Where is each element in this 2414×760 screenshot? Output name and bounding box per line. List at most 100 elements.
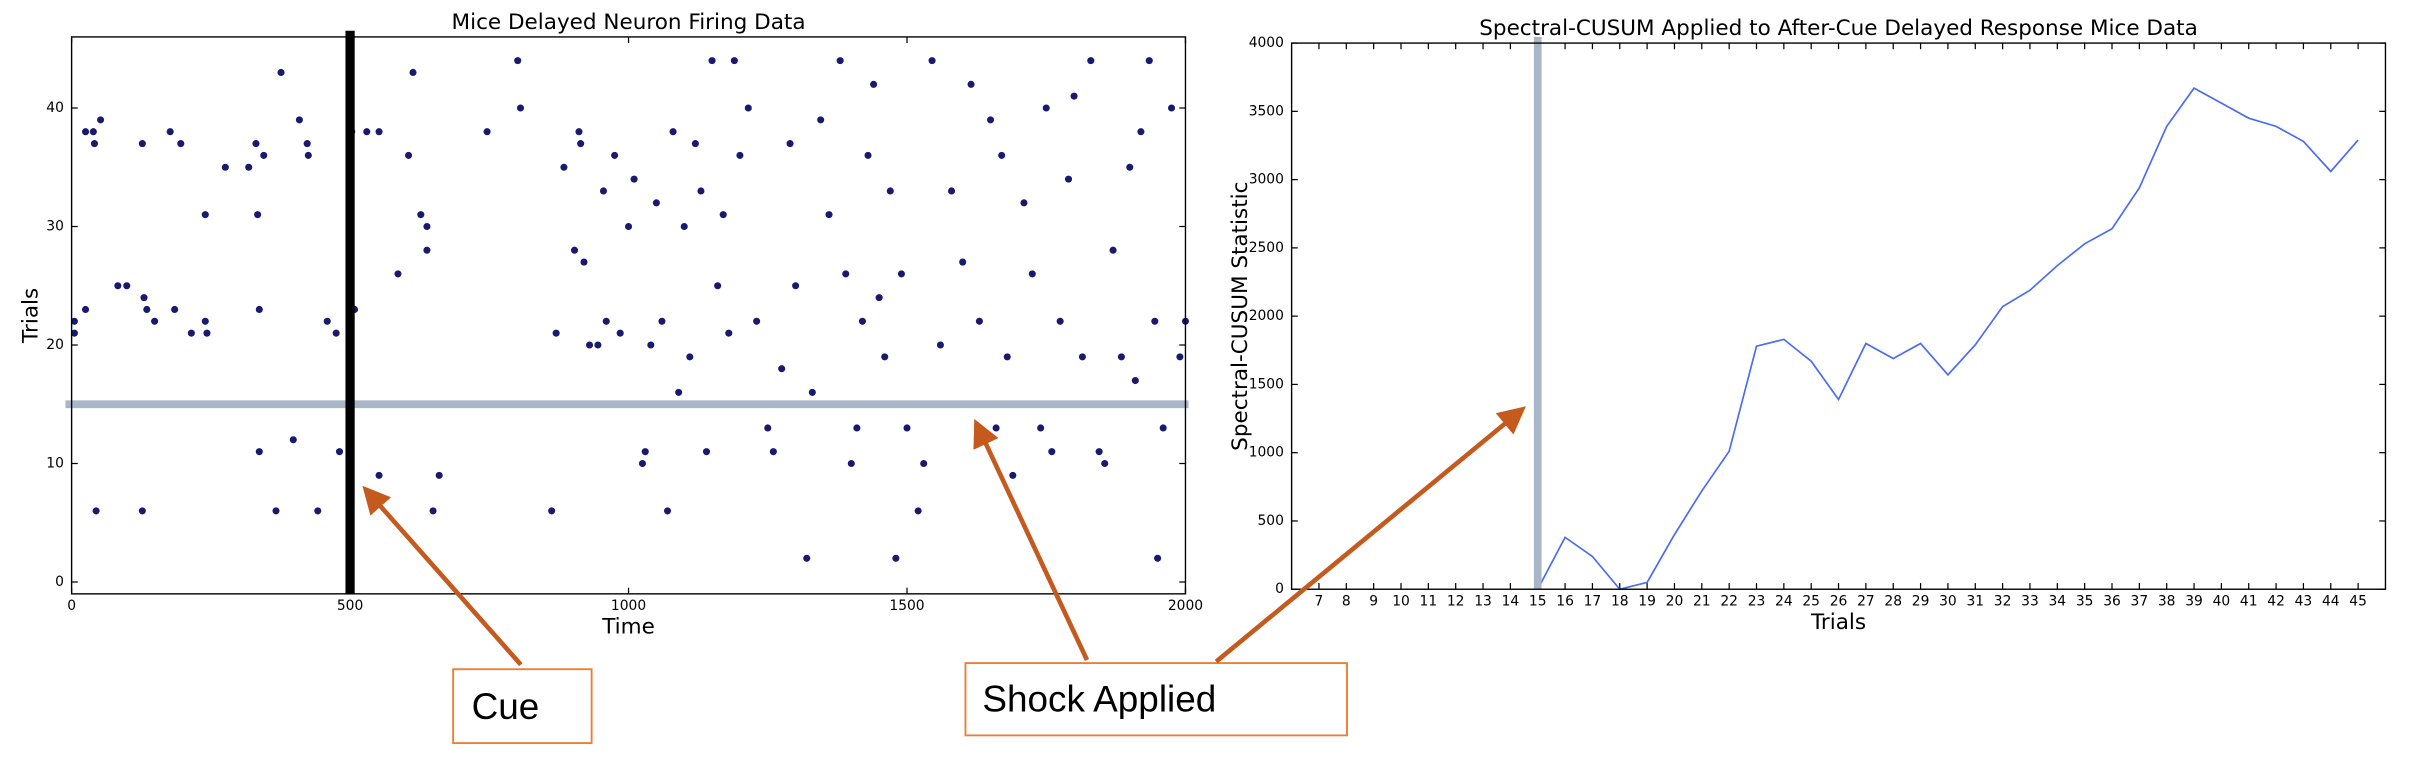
- data-point: [864, 151, 872, 159]
- data-point: [669, 128, 677, 136]
- data-point: [847, 459, 855, 468]
- data-point: [1101, 459, 1109, 468]
- data-point: [652, 199, 660, 207]
- data-point: [903, 424, 911, 432]
- data-point: [1048, 448, 1056, 456]
- data-point: [1009, 471, 1017, 479]
- data-point: [959, 258, 967, 266]
- data-point: [630, 175, 638, 183]
- data-line: [1536, 87, 2359, 591]
- x-tick-label: 25: [1802, 594, 1820, 610]
- data-point: [725, 329, 733, 337]
- data-point: [303, 140, 311, 148]
- data-point: [1137, 128, 1145, 136]
- data-point: [140, 294, 148, 302]
- data-point: [138, 507, 146, 515]
- x-tick-label: 14: [1502, 594, 1520, 610]
- data-point: [166, 128, 174, 136]
- x-tick-label: 44: [2322, 594, 2340, 610]
- data-point: [594, 341, 602, 349]
- data-point: [836, 57, 844, 65]
- data-point: [1126, 163, 1134, 171]
- data-point: [82, 128, 90, 136]
- data-point: [1168, 104, 1176, 112]
- x-tick-label: 13: [1474, 594, 1492, 610]
- data-point: [611, 151, 619, 159]
- x-tick-label: 12: [1447, 594, 1465, 610]
- data-point: [792, 282, 800, 290]
- data-point: [394, 270, 402, 278]
- data-point: [260, 151, 268, 159]
- y-tick-label: 500: [1258, 513, 1284, 529]
- x-tick-label: 16: [1556, 594, 1574, 610]
- data-point: [817, 116, 825, 124]
- data-point: [423, 246, 431, 254]
- data-point: [323, 317, 331, 325]
- y-tick-label: 2000: [1249, 308, 1284, 324]
- cue-box: [452, 668, 593, 744]
- data-point: [429, 507, 437, 515]
- data-point: [992, 424, 1000, 432]
- data-point: [90, 140, 98, 148]
- x-tick-label: 40: [2213, 594, 2231, 610]
- data-point: [1078, 353, 1086, 361]
- data-point: [803, 554, 811, 562]
- x-axis-label: Time: [601, 615, 655, 640]
- x-tick-label: 10: [1392, 594, 1410, 610]
- x-tick-label: 30: [1939, 594, 1957, 610]
- data-point: [1070, 92, 1078, 100]
- x-tick-label: 17: [1584, 594, 1602, 610]
- chart: Spectral-CUSUM Applied to After-Cue Dela…: [1228, 16, 2387, 635]
- x-tick-label: 15: [1529, 594, 1547, 610]
- data-point: [187, 329, 195, 337]
- data-point: [842, 270, 850, 278]
- data-point: [638, 459, 646, 468]
- data-point: [697, 187, 705, 195]
- y-tick-label: 40: [46, 100, 64, 116]
- data-point: [1037, 424, 1045, 432]
- y-tick-label: 1000: [1249, 445, 1284, 461]
- data-point: [143, 305, 151, 313]
- data-point: [870, 80, 878, 88]
- x-tick-label: 37: [2131, 594, 2149, 610]
- x-tick-label: 45: [2349, 594, 2367, 610]
- data-point: [948, 187, 956, 195]
- data-point: [602, 317, 610, 325]
- data-point: [914, 507, 922, 515]
- y-tick-label: 0: [55, 574, 64, 590]
- x-tick-label: 31: [1966, 594, 1984, 610]
- data-point: [1087, 57, 1095, 65]
- x-tick-label: 2000: [1168, 598, 1203, 614]
- data-point: [138, 140, 146, 148]
- data-point: [1028, 270, 1036, 278]
- data-point: [70, 317, 78, 325]
- data-point: [435, 471, 443, 479]
- y-tick-label: 2500: [1249, 240, 1284, 256]
- x-tick-label: 22: [1720, 594, 1738, 610]
- data-point: [177, 140, 185, 148]
- data-point: [691, 140, 699, 148]
- data-point: [730, 57, 738, 65]
- data-point: [272, 507, 280, 515]
- data-point: [744, 104, 752, 112]
- y-tick-label: 0: [1275, 581, 1284, 597]
- data-point: [778, 365, 786, 373]
- data-point: [719, 211, 727, 219]
- data-point: [1151, 317, 1159, 325]
- data-point: [675, 388, 683, 396]
- data-point: [405, 151, 413, 159]
- data-point: [70, 329, 78, 337]
- data-point: [289, 436, 297, 444]
- data-point: [936, 341, 944, 349]
- x-tick-label: 19: [1638, 594, 1656, 610]
- data-point: [663, 507, 672, 515]
- y-tick-label: 1500: [1249, 376, 1284, 392]
- data-point: [886, 187, 894, 195]
- data-point: [1131, 377, 1139, 385]
- data-point: [577, 140, 585, 148]
- data-point: [1042, 104, 1050, 112]
- x-tick-label: 11: [1420, 594, 1438, 610]
- x-tick-label: 20: [1666, 594, 1684, 610]
- y-tick-label: 20: [46, 337, 64, 353]
